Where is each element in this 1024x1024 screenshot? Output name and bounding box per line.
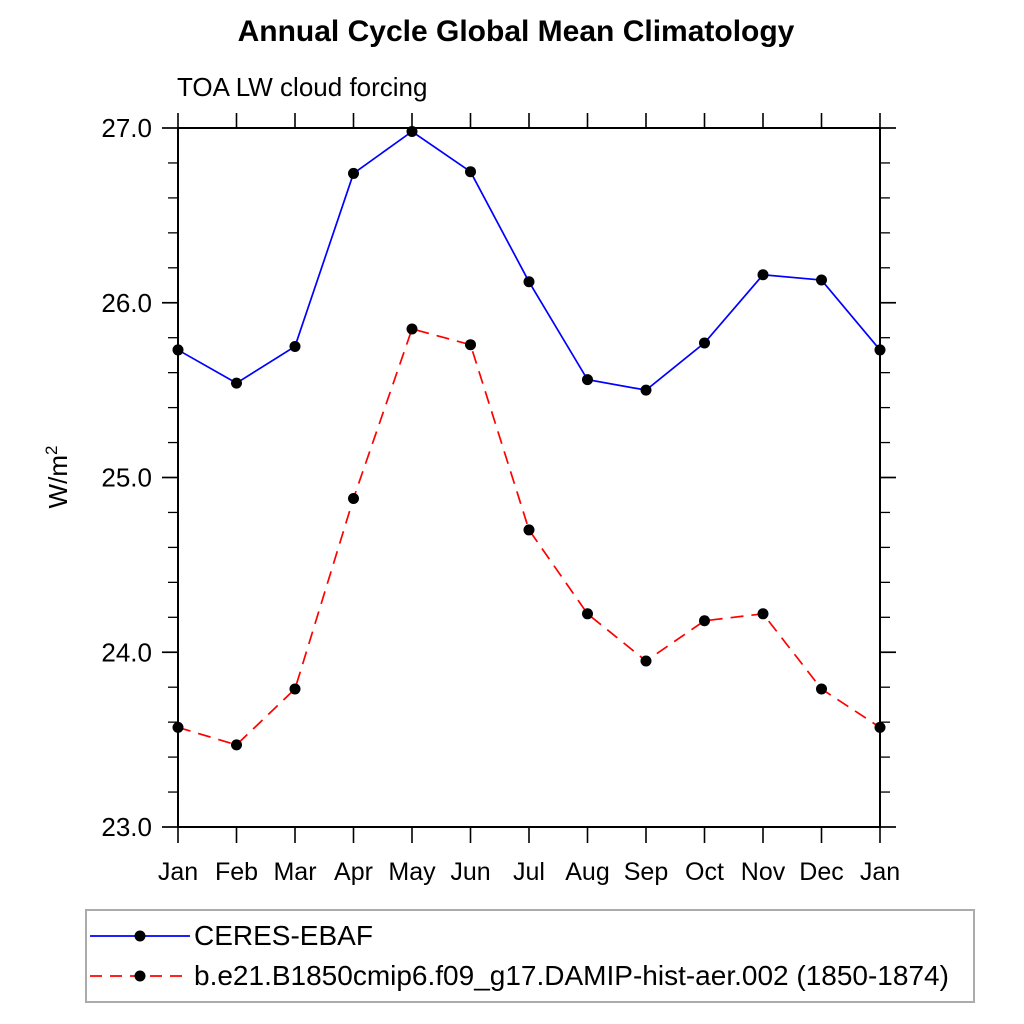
x-tick-label: Aug — [565, 858, 609, 886]
data-point-marker — [523, 276, 535, 288]
data-point-marker — [640, 655, 652, 667]
data-point-marker — [523, 524, 535, 536]
data-point-marker — [816, 683, 827, 695]
data-point-marker — [757, 269, 769, 281]
data-point-marker — [582, 374, 593, 386]
x-tick-label: Apr — [334, 858, 373, 886]
data-point-marker — [348, 167, 359, 179]
y-tick-label: 25.0 — [101, 463, 152, 493]
x-tick-label: Oct — [685, 858, 724, 886]
x-tick-label: Jan — [860, 858, 900, 886]
x-tick-label: Feb — [215, 858, 258, 886]
data-point-marker — [348, 492, 359, 504]
legend-label: b.e21.B1850cmip6.f09_g17.DAMIP-hist-aer.… — [194, 960, 949, 991]
x-tick-label: Jan — [158, 858, 198, 886]
data-point-marker — [406, 125, 418, 137]
y-tick-label: 23.0 — [101, 812, 152, 842]
legend-label: CERES-EBAF — [194, 920, 373, 951]
x-tick-label: Sep — [624, 858, 668, 886]
legend-marker — [134, 970, 146, 982]
data-point-marker — [874, 344, 886, 356]
x-tick-label: Mar — [273, 858, 316, 886]
x-tick-label: Nov — [741, 858, 786, 886]
data-point-marker — [640, 384, 652, 396]
x-tick-label: Jul — [513, 858, 545, 886]
data-point-marker — [757, 608, 769, 620]
axis-frame — [177, 127, 881, 828]
data-point-marker — [231, 739, 242, 751]
chart-title: Annual Cycle Global Mean Climatology — [237, 15, 795, 48]
legend-marker — [134, 930, 146, 942]
data-point-marker — [816, 274, 827, 286]
y-tick-label: 27.0 — [101, 113, 152, 143]
data-point-marker — [289, 683, 301, 695]
legend-line-sample — [90, 930, 190, 942]
x-tick-label: May — [388, 858, 436, 886]
legend-item: b.e21.B1850cmip6.f09_g17.DAMIP-hist-aer.… — [88, 956, 973, 996]
data-point-marker — [465, 339, 476, 351]
x-tick-label: Jun — [450, 858, 490, 886]
data-point-marker — [582, 608, 593, 620]
legend-line-sample — [90, 970, 190, 982]
data-point-marker — [406, 323, 418, 335]
data-point-marker — [699, 337, 710, 349]
data-point-marker — [289, 340, 301, 352]
x-tick-label: Dec — [799, 858, 843, 886]
legend-item: CERES-EBAF — [88, 916, 973, 956]
series-line — [177, 327, 881, 746]
y-tick-label: 26.0 — [101, 288, 152, 318]
data-point-marker — [172, 721, 184, 733]
chart-subtitle: TOA LW cloud forcing — [177, 72, 428, 102]
data-point-marker — [172, 344, 184, 356]
data-point-marker — [465, 166, 476, 178]
data-point-marker — [874, 721, 886, 733]
data-point-marker — [231, 377, 242, 389]
data-point-marker — [699, 615, 710, 627]
legend: CERES-EBAF b.e21.B1850cmip6.f09_g17.DAMIP… — [85, 909, 975, 1003]
series-line — [177, 130, 881, 392]
y-tick-label: 24.0 — [101, 637, 152, 667]
